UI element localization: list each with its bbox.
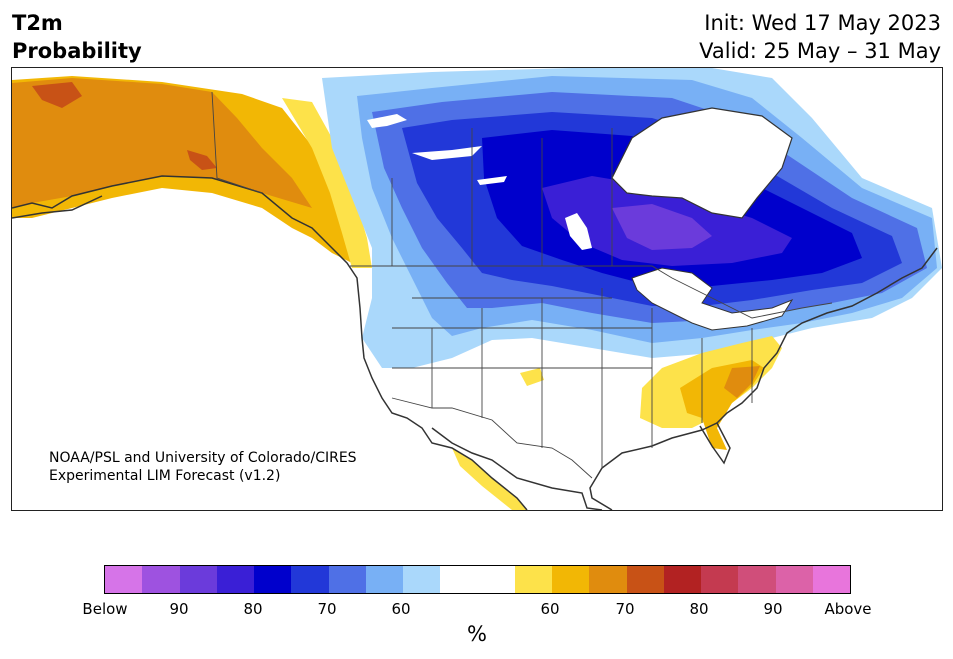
shade-above-60-alaska bbox=[12, 78, 312, 208]
shade-below-95 bbox=[612, 204, 712, 250]
colorbar-swatch-1 bbox=[142, 566, 180, 593]
colorbar-swatch-14 bbox=[626, 566, 664, 593]
colorbar-tick-below-70: 70 bbox=[317, 600, 337, 618]
credit-text: NOAA/PSL and University of Colorado/CIRE… bbox=[49, 449, 357, 485]
colorbar-tick-above-70: 70 bbox=[615, 600, 635, 618]
map-title: T2m Probability bbox=[12, 9, 142, 65]
colorbar-tick-above: Above bbox=[824, 600, 872, 618]
shade-above-40-mexico bbox=[452, 448, 527, 510]
forecast-dates: Init: Wed 17 May 2023 Valid: 25 May – 31… bbox=[699, 9, 941, 65]
colorbar-swatch-19 bbox=[812, 566, 850, 593]
colorbar-swatch-12 bbox=[552, 566, 590, 593]
great-slave-lake bbox=[412, 146, 482, 160]
colorbar-swatch-11 bbox=[514, 566, 552, 593]
colorbar-swatch-3 bbox=[216, 566, 254, 593]
colorbar-swatch-13 bbox=[589, 566, 627, 593]
colorbar-swatch-18 bbox=[775, 566, 813, 593]
credit-line-1: NOAA/PSL and University of Colorado/CIRE… bbox=[49, 450, 357, 466]
colorbar-swatch-0 bbox=[105, 566, 143, 593]
coastlines bbox=[12, 175, 938, 510]
probability-map bbox=[11, 67, 943, 511]
valid-period: Valid: 25 May – 31 May bbox=[699, 39, 941, 63]
lake-athabasca bbox=[477, 176, 507, 185]
colorbar-tick-above-80: 80 bbox=[689, 600, 709, 618]
colorbar-tick-above-60: 60 bbox=[540, 600, 560, 618]
colorbar-swatch-2 bbox=[179, 566, 217, 593]
map-canvas bbox=[12, 68, 942, 510]
colorbar-swatch-5 bbox=[291, 566, 329, 593]
shade-above-70-alaska-south bbox=[187, 150, 217, 170]
shade-above-40-west bbox=[282, 98, 372, 268]
credit-line-2: Experimental LIM Forecast (v1.2) bbox=[49, 468, 281, 484]
lake-winnipeg bbox=[565, 213, 592, 250]
colorbar-tick-below: Below bbox=[82, 600, 128, 618]
great-bear-lake bbox=[367, 114, 407, 128]
colorbar-swatch-8 bbox=[403, 566, 441, 593]
title-type: Probability bbox=[12, 39, 142, 63]
shade-above-40-texas bbox=[520, 368, 544, 386]
init-date: Init: Wed 17 May 2023 bbox=[704, 11, 941, 35]
colorbar bbox=[104, 565, 851, 594]
political-borders bbox=[211, 91, 833, 479]
colorbar-swatch-4 bbox=[254, 566, 292, 593]
colorbar-tick-below-90: 90 bbox=[169, 600, 189, 618]
colorbar-swatch-6 bbox=[328, 566, 366, 593]
colorbar-tick-below-80: 80 bbox=[243, 600, 263, 618]
shade-above-70-alaska-north bbox=[32, 82, 82, 108]
colorbar-tick-below-60: 60 bbox=[391, 600, 411, 618]
title-variable: T2m bbox=[12, 11, 63, 35]
colorbar-tick-above-90: 90 bbox=[763, 600, 783, 618]
colorbar-swatch-15 bbox=[663, 566, 701, 593]
hudson-bay bbox=[611, 107, 793, 219]
colorbar-swatch-10 bbox=[477, 566, 515, 593]
colorbar-swatch-16 bbox=[701, 566, 739, 593]
colorbar-swatch-7 bbox=[365, 566, 403, 593]
colorbar-unit: % bbox=[467, 622, 487, 646]
colorbar-swatch-9 bbox=[440, 566, 478, 593]
shade-above-60-southeast bbox=[724, 366, 760, 398]
great-lakes bbox=[631, 267, 794, 331]
colorbar-swatch-17 bbox=[738, 566, 776, 593]
